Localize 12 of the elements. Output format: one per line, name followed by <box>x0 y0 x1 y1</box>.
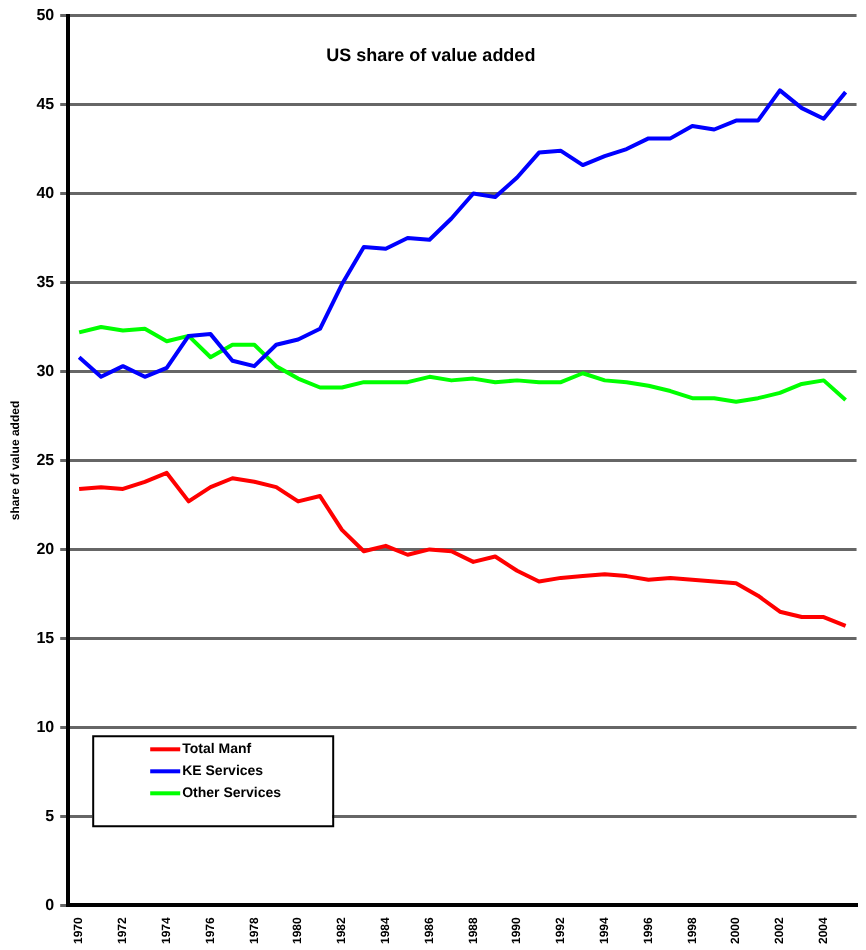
text: US share of value added <box>326 44 536 65</box>
y-tick-label: 30 <box>36 361 56 380</box>
y-tick-label: 20 <box>36 539 56 558</box>
y-tick-label: 15 <box>36 628 56 647</box>
y-tick-label: 0 <box>45 895 56 914</box>
y-tick-label: 5 <box>45 806 56 825</box>
y-tick-label: 45 <box>36 94 56 113</box>
y-tick-label: 35 <box>36 272 56 291</box>
y-tick-label: 25 <box>36 450 56 469</box>
y-tick-label: 50 <box>36 6 56 25</box>
y-tick-label: 40 <box>36 183 56 202</box>
y-tick-label: 10 <box>36 717 56 736</box>
